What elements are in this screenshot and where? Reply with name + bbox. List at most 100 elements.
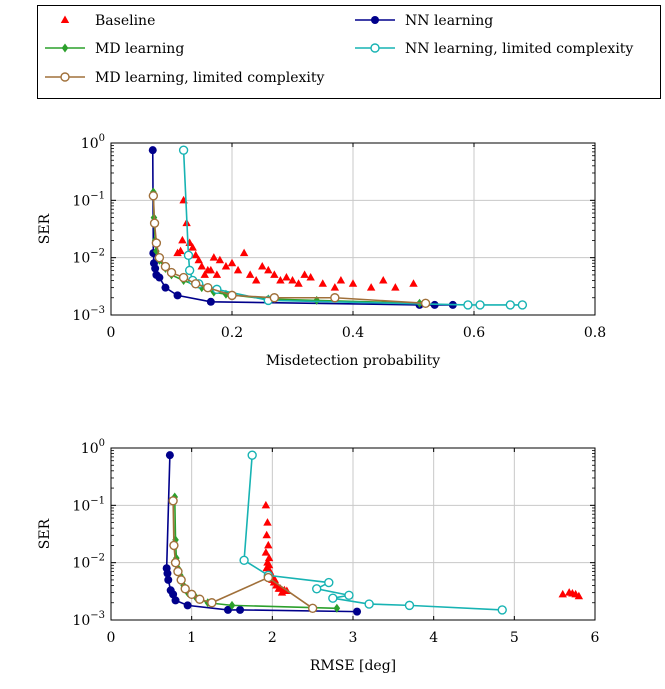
data-point (330, 283, 340, 291)
data-point (149, 218, 160, 228)
data-point (200, 270, 209, 278)
data-point (178, 235, 187, 244)
data-point (148, 191, 159, 201)
data-point (164, 575, 173, 584)
data-point (264, 265, 273, 274)
data-point (215, 255, 225, 264)
series-baseline (261, 500, 584, 600)
x-axis-label: RMSE [deg] (310, 658, 396, 674)
legend-label: MD learning (95, 41, 184, 57)
y-tick-label: 10−1 (72, 495, 105, 514)
series-line (165, 455, 358, 613)
data-point (221, 262, 231, 270)
x-tick-label: 3 (349, 630, 358, 646)
data-point (233, 265, 243, 274)
data-point (391, 283, 400, 291)
data-point (207, 598, 217, 608)
data-point (344, 590, 354, 600)
series-md-learning-limited-complexity (168, 496, 318, 613)
data-point (236, 605, 245, 614)
y-tick-label: 10−3 (72, 305, 105, 324)
data-point (160, 261, 171, 272)
data-point (239, 555, 249, 565)
grid (111, 143, 595, 315)
data-point (404, 600, 415, 611)
x-tick-label: 6 (591, 630, 600, 646)
data-point (270, 270, 279, 278)
data-point (282, 273, 291, 281)
legend-label: NN learning (405, 13, 493, 29)
y-tick-label: 100 (81, 133, 105, 152)
series-md-learning (171, 492, 341, 613)
data-point (318, 279, 327, 287)
data-point (151, 264, 160, 273)
data-point (195, 594, 205, 604)
y-axis: 100 10−1 10−2 10−3 (72, 133, 595, 324)
data-point (324, 577, 334, 588)
legend-marker (61, 43, 69, 53)
data-point (190, 279, 201, 289)
data-point (176, 575, 186, 585)
data-point (300, 270, 309, 278)
data-point (258, 262, 267, 270)
x-tick-label: 2 (268, 630, 277, 646)
data-point (475, 300, 485, 310)
data-point (165, 451, 174, 460)
x-tick-label: 0 (107, 630, 116, 646)
data-point (168, 496, 178, 506)
data-point (264, 540, 273, 549)
legend-box (37, 5, 661, 99)
x-axis: 0 1 2 3 4 5 6 (107, 448, 600, 646)
legend-entry-nn-learning: NN learning (355, 13, 493, 29)
data-point (239, 248, 249, 257)
data-point (269, 293, 280, 303)
plot-misdetection: 0 0.2 0.4 0.6 0.8 100 10−1 10−2 10−3 Misdetection… (37, 133, 606, 369)
data-point (184, 265, 195, 276)
data-point (206, 265, 216, 274)
data-point (188, 243, 197, 251)
data-point (272, 580, 282, 589)
data-point (173, 566, 183, 577)
data-point (574, 591, 584, 600)
data-point (333, 603, 341, 613)
x-tick-label: 0.2 (221, 325, 243, 341)
data-point (212, 270, 222, 278)
data-point (364, 599, 374, 609)
x-tick-label: 0.6 (463, 325, 485, 341)
data-point (173, 248, 182, 257)
data-point (463, 300, 473, 310)
data-point (151, 238, 162, 248)
y-tick-label: 10−2 (72, 553, 105, 572)
data-point (166, 267, 177, 278)
data-point (227, 290, 237, 301)
data-point (330, 293, 340, 303)
y-axis: 100 10−1 10−2 10−3 (72, 438, 595, 629)
data-point (203, 282, 213, 293)
data-point (183, 601, 192, 610)
data-point (264, 560, 274, 569)
x-tick-label: 1 (187, 630, 196, 646)
series-group (162, 450, 584, 616)
legend: Baseline NN learning MD learning NN learnin… (37, 5, 661, 99)
data-point (194, 255, 203, 264)
legend-marker (371, 16, 379, 24)
legend-entry-md-learning-limited-complexity: MD learning, limited complexity (45, 70, 324, 86)
y-axis-label: SER (37, 518, 53, 549)
data-point (148, 146, 157, 155)
data-point (169, 540, 179, 551)
data-point (245, 270, 255, 278)
data-point (379, 275, 388, 284)
data-point (227, 258, 237, 267)
data-point (261, 548, 271, 556)
x-tick-label: 4 (429, 630, 438, 646)
data-point (276, 275, 285, 284)
data-point (178, 145, 189, 155)
data-point (307, 603, 318, 613)
grid (111, 448, 595, 620)
legend-entry-md-learning: MD learning (45, 41, 184, 57)
y-tick-label: 10−2 (72, 248, 105, 267)
legend-entry-nn-learning-limited-complexity: NN learning, limited complexity (355, 41, 633, 57)
data-point (497, 605, 507, 615)
data-point (252, 275, 261, 284)
